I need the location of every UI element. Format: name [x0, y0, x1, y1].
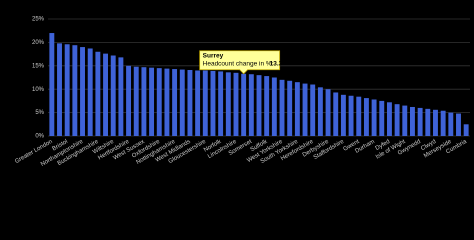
- bar: [264, 76, 270, 136]
- bar: [256, 75, 262, 136]
- bar: [379, 100, 385, 136]
- tooltip-box: [199, 50, 281, 75]
- bar: [363, 98, 369, 136]
- bar: [87, 48, 93, 136]
- bar: [179, 69, 185, 136]
- y-tick-label: 5%: [35, 110, 44, 116]
- bar: [433, 109, 438, 136]
- bar: [386, 102, 392, 136]
- bar: [425, 108, 431, 136]
- bar: [310, 84, 316, 136]
- bar: [103, 53, 109, 136]
- bar: [409, 106, 415, 136]
- bar: [394, 104, 400, 136]
- y-tick-label: 0%: [35, 134, 44, 140]
- bar: [195, 70, 201, 136]
- bar: [348, 95, 354, 136]
- bar: [225, 72, 231, 136]
- bar: [333, 92, 339, 136]
- bar: [218, 71, 224, 136]
- bar: [118, 57, 124, 136]
- y-tick-label: 15%: [32, 63, 45, 69]
- bar: [149, 67, 155, 136]
- bar: [294, 82, 300, 136]
- bar: [156, 68, 162, 136]
- bar: [172, 69, 178, 136]
- bar: [95, 51, 101, 137]
- bar: [49, 33, 55, 136]
- tooltip-title: Surrey: [203, 52, 224, 59]
- bar: [271, 77, 277, 136]
- bar: [371, 99, 377, 136]
- bar: [110, 55, 116, 137]
- bar: [72, 45, 78, 136]
- bar: [187, 70, 193, 136]
- chart: 0%5%10%15%20%25%Greater LondonBristolNor…: [14, 16, 470, 168]
- tooltip-value: 13.3: [270, 60, 283, 67]
- bar: [64, 44, 70, 136]
- bar: [463, 124, 469, 136]
- bar: [417, 107, 423, 136]
- bar: [440, 110, 446, 136]
- bar: [302, 83, 308, 136]
- bar: [133, 66, 139, 136]
- bar: [402, 105, 408, 136]
- bar: [202, 70, 208, 136]
- bar: [141, 67, 147, 136]
- y-tick-label: 20%: [32, 40, 45, 46]
- bar: [279, 79, 285, 136]
- bar: [340, 94, 346, 136]
- bar: [241, 73, 247, 136]
- bar: [448, 112, 454, 136]
- bar: [325, 89, 331, 136]
- bar: [233, 72, 239, 136]
- bar: [164, 68, 170, 136]
- bar: [248, 74, 254, 136]
- bar: [356, 96, 362, 136]
- bar: [80, 47, 85, 136]
- bar: [126, 65, 132, 136]
- bar: [210, 70, 216, 136]
- tooltip-label: Headcount change in %:: [203, 60, 274, 67]
- bar: [456, 113, 461, 136]
- bar: [57, 43, 62, 136]
- y-tick-label: 10%: [32, 87, 45, 93]
- bar: [287, 80, 293, 136]
- y-tick-label: 25%: [32, 17, 45, 23]
- bar: [317, 87, 323, 136]
